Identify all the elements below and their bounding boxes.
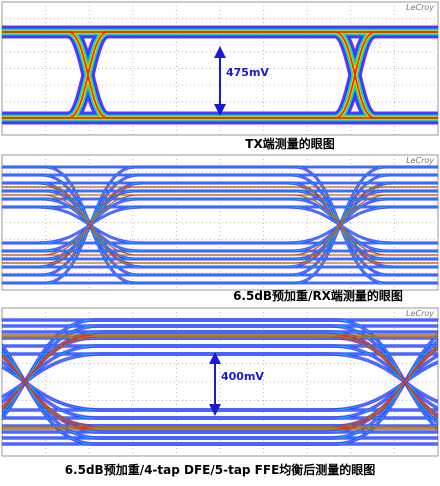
eye-trace xyxy=(2,174,438,276)
eye-trace xyxy=(2,355,438,419)
caption: 6.5dB预加重/RX端测量的眼图 xyxy=(233,288,403,303)
eye-trace xyxy=(2,353,438,403)
eye-diagram xyxy=(2,308,438,456)
brand-label: LeCroy xyxy=(406,309,434,318)
eye-trace xyxy=(2,194,438,256)
eye-trace xyxy=(2,334,438,419)
eye-trace xyxy=(2,336,438,416)
eye-trace xyxy=(2,166,438,284)
eye-trace xyxy=(2,186,438,264)
eye-trace xyxy=(2,319,438,430)
eye-trace xyxy=(2,345,438,430)
panel-frame xyxy=(1,307,439,457)
eye-trace xyxy=(2,31,438,119)
eye-trace xyxy=(2,361,438,411)
eye-trace xyxy=(2,31,438,119)
annotation: 475mV xyxy=(226,66,269,79)
eye-trace xyxy=(2,334,438,445)
eye-trace xyxy=(2,206,438,244)
eye-trace xyxy=(2,186,438,264)
brand-label: LeCroy xyxy=(406,156,434,165)
scope-panel: LeCroy 475mV xyxy=(1,1,439,136)
eye-trace xyxy=(2,348,438,428)
eye-diagram xyxy=(2,155,438,290)
scope-panel: LeCroy 400mV xyxy=(1,307,439,457)
eye-trace xyxy=(2,166,438,284)
eye-trace xyxy=(2,174,438,276)
eye-trace xyxy=(2,194,438,256)
eye-diagram xyxy=(2,2,438,135)
eye-trace xyxy=(2,206,438,244)
caption: 6.5dB预加重/4-tap DFE/5-tap FFE均衡后测量的眼图 xyxy=(65,462,376,477)
eye-trace xyxy=(2,345,438,409)
caption: TX端测量的眼图 xyxy=(245,136,334,151)
brand-label: LeCroy xyxy=(406,3,434,12)
scope-panel: LeCroy xyxy=(1,154,439,291)
annotation: 400mV xyxy=(221,370,264,383)
